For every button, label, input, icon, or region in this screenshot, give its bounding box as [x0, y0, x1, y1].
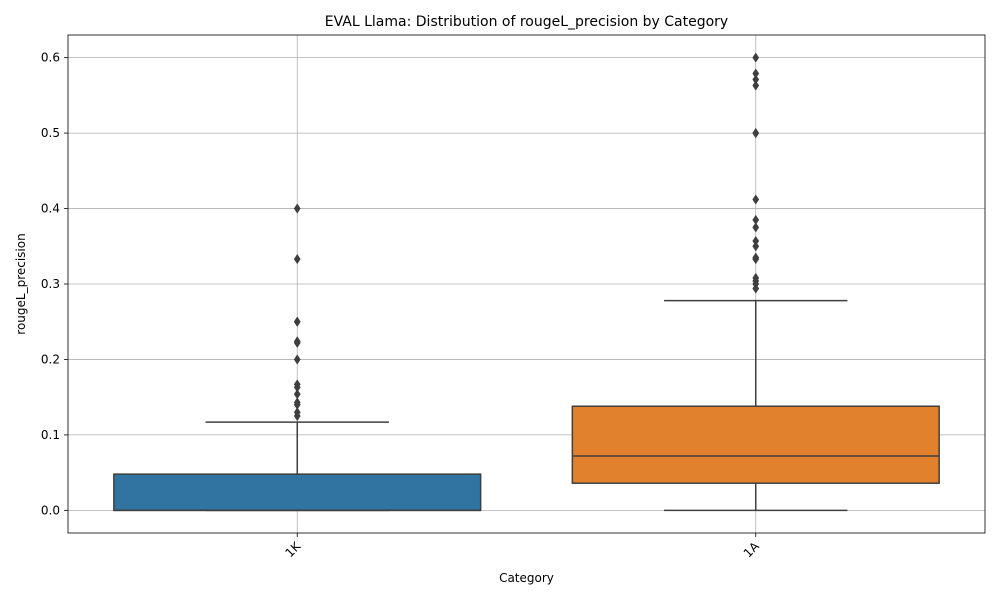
- chart-title: EVAL Llama: Distribution of rougeL_preci…: [325, 14, 728, 30]
- x-axis-label: Category: [499, 571, 554, 585]
- box-layer: [113, 52, 940, 512]
- outlier-point: [293, 379, 301, 390]
- box-group-1K: [113, 203, 482, 512]
- outlier-point: [293, 336, 301, 347]
- grid-layer: [68, 35, 985, 533]
- outlier-point: [752, 222, 760, 233]
- outlier-point: [293, 203, 301, 214]
- outlier-point: [752, 241, 760, 252]
- outlier-point: [752, 235, 760, 247]
- y-tick-label: 0.4: [41, 202, 60, 216]
- outlier-point: [752, 272, 760, 284]
- outlier-point: [293, 354, 301, 365]
- y-tick-label: 0.0: [41, 503, 60, 517]
- outlier-point: [752, 68, 760, 79]
- y-tick-label: 0.3: [41, 277, 60, 291]
- y-tick-label: 0.1: [41, 428, 60, 442]
- iqr-box: [571, 405, 940, 484]
- y-axis-label: rougeL_precision: [14, 233, 28, 334]
- box-group-1A: [571, 52, 940, 512]
- y-tick-label: 0.6: [41, 51, 60, 65]
- outlier-point: [293, 316, 301, 327]
- outlier-point: [293, 254, 301, 265]
- x-tick-label: 1K: [283, 538, 305, 560]
- outlier-point: [752, 252, 760, 263]
- outlier-point: [752, 74, 760, 85]
- y-tick-label: 0.2: [41, 352, 60, 366]
- outlier-point: [752, 80, 760, 91]
- iqr-box: [113, 473, 482, 512]
- outlier-point: [293, 397, 301, 408]
- x-tick-label: 1A: [741, 539, 763, 561]
- outlier-point: [752, 52, 760, 63]
- y-tick-label: 0.5: [41, 126, 60, 140]
- outlier-point: [293, 407, 301, 418]
- outlier-point: [752, 214, 760, 225]
- outlier-point: [752, 128, 760, 139]
- outlier-point: [752, 194, 760, 205]
- outlier-point: [293, 389, 301, 400]
